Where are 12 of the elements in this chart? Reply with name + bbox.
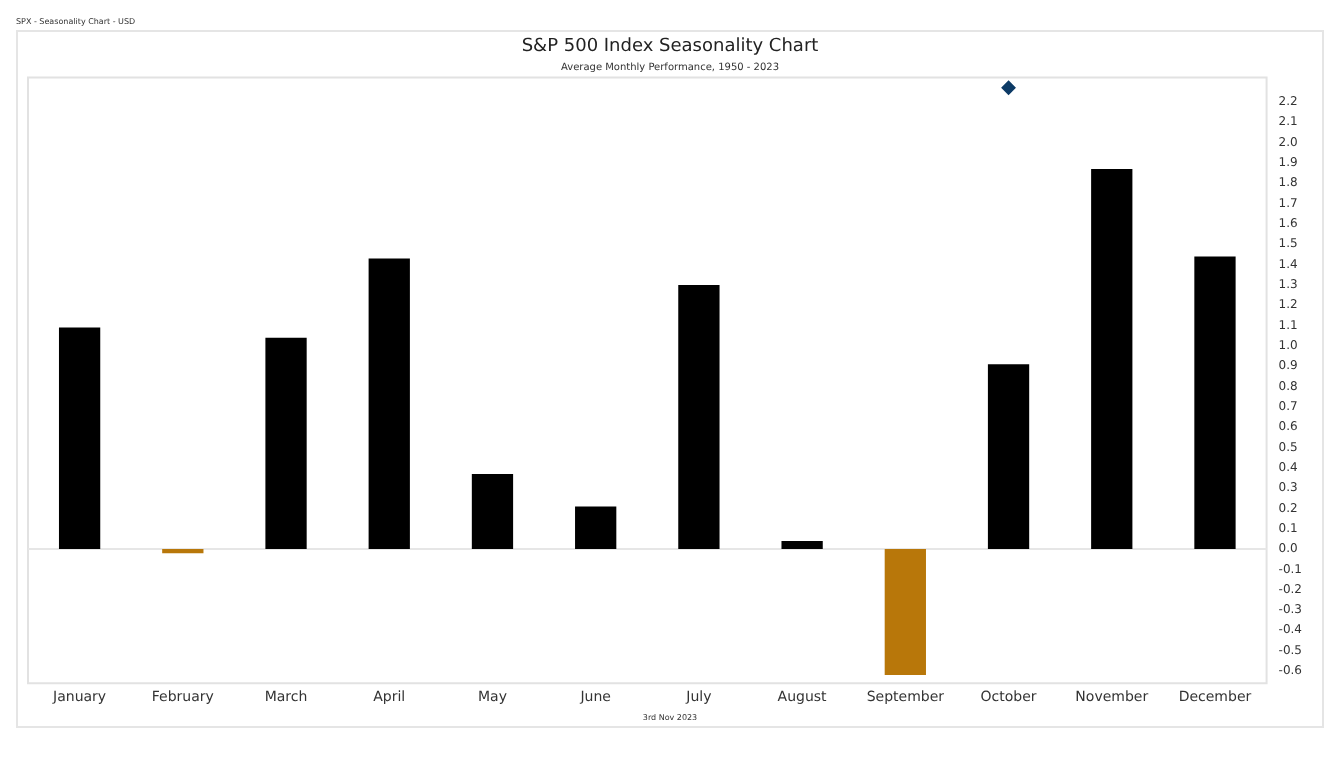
bar xyxy=(58,327,101,550)
bar xyxy=(575,506,617,550)
chart-title: S&P 500 Index Seasonality Chart xyxy=(521,37,820,58)
bar xyxy=(1091,169,1133,550)
bar xyxy=(471,473,514,550)
bar xyxy=(884,549,926,676)
bar xyxy=(1194,256,1236,550)
bar xyxy=(265,337,307,550)
bar xyxy=(781,540,823,550)
bar xyxy=(368,258,410,550)
bar xyxy=(987,364,1030,550)
bar xyxy=(678,284,720,550)
